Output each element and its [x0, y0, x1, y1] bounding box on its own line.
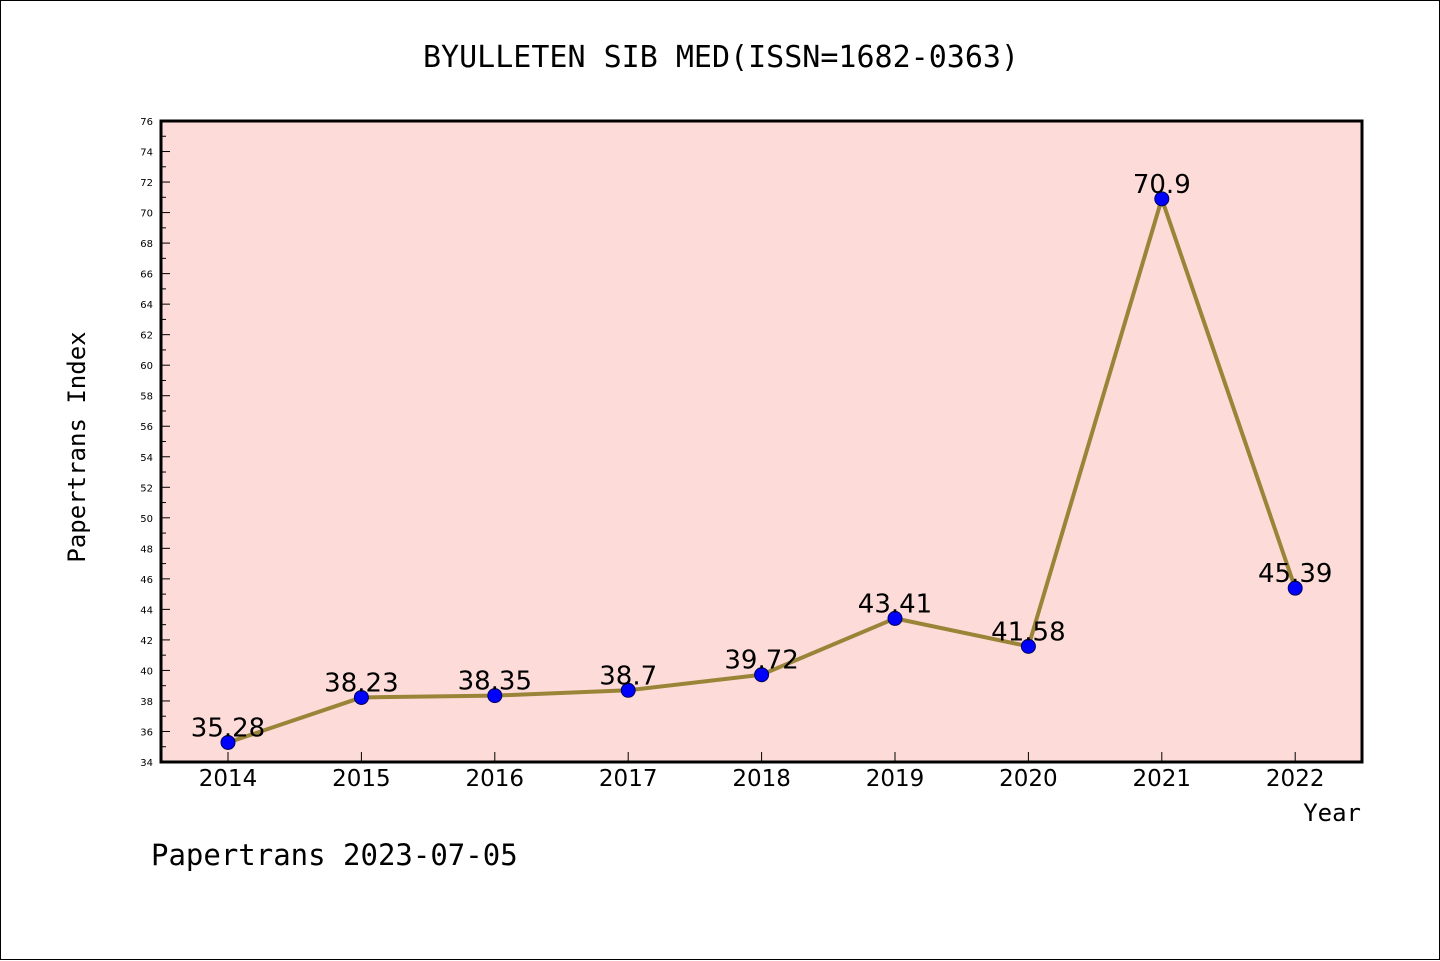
data-point-label: 38.35 — [458, 667, 532, 697]
data-point-marker — [1020, 638, 1036, 654]
data-point-label: 35.28 — [191, 713, 265, 743]
y-tick-label: 38 — [140, 697, 153, 708]
y-tick-label: 66 — [140, 270, 153, 281]
y-tick-label: 68 — [140, 239, 153, 250]
data-point-marker — [754, 667, 770, 683]
y-tick-label: 62 — [140, 331, 153, 342]
data-point-label: 41.58 — [991, 617, 1065, 647]
data-label-group: 35.28 38.23 38.35 38.7 39.72 43.41 41.58 70.9 45… — [191, 170, 1333, 744]
x-tick-label: 2021 — [1133, 766, 1192, 792]
y-tick-label: 76 — [140, 117, 153, 128]
data-point-label: 43.41 — [858, 589, 932, 619]
data-point-marker — [620, 682, 636, 698]
y-tick-label: 58 — [140, 392, 153, 403]
x-tick-label: 2022 — [1266, 766, 1325, 792]
data-point-marker — [220, 734, 236, 750]
x-axis-label: Year — [1303, 799, 1361, 827]
y-tick-label: 60 — [140, 361, 153, 372]
x-tick-label: 2015 — [332, 766, 391, 792]
data-point-label: 38.23 — [324, 668, 398, 698]
y-tick-label: 64 — [140, 300, 153, 311]
x-tick-label: 2014 — [199, 766, 258, 792]
y-tick-label: 34 — [140, 758, 153, 769]
chart-title: BYULLETEN SIB MED(ISSN=1682-0363) — [423, 40, 1019, 75]
x-tick-label: 2020 — [999, 766, 1058, 792]
x-tick-label: 2019 — [866, 766, 925, 792]
y-tick-label: 54 — [140, 453, 153, 464]
y-tick-label: 36 — [140, 727, 153, 738]
y-tick-label: 74 — [140, 148, 153, 159]
y-axis-label: Papertrans Index — [63, 331, 91, 562]
y-tick-label: 50 — [140, 514, 153, 525]
x-tick-label: 2018 — [732, 766, 791, 792]
y-tick-label: 42 — [140, 636, 153, 647]
plot-area — [159, 119, 1364, 764]
data-point-marker — [353, 689, 369, 705]
x-tick-label: 2017 — [599, 766, 658, 792]
y-tick-label: 40 — [140, 666, 153, 677]
y-tick-label: 46 — [140, 575, 153, 586]
data-point-marker — [1287, 580, 1303, 596]
y-tick-label: 72 — [140, 178, 153, 189]
footer-date: Papertrans 2023-07-05 — [151, 838, 518, 872]
x-axis: 2014 2015 2016 2017 2018 2019 2020 2021 2022 — [199, 752, 1325, 792]
data-point-marker — [487, 688, 503, 704]
y-axis: 34 36 38 40 42 44 46 48 50 52 54 56 58 60 62 64 66 68 70 72… — [140, 117, 170, 769]
y-tick-label: 48 — [140, 544, 153, 555]
data-point-marker — [887, 610, 903, 626]
y-tick-label: 56 — [140, 422, 153, 433]
x-tick-label: 2016 — [466, 766, 525, 792]
series-line-group — [220, 191, 1303, 750]
y-tick-label: 52 — [140, 483, 153, 494]
data-point-label: 45.39 — [1258, 559, 1332, 589]
y-tick-label: 70 — [140, 209, 153, 220]
y-tick-label: 44 — [140, 605, 153, 616]
data-point-label: 39.72 — [724, 646, 798, 676]
data-point-label: 38.7 — [599, 661, 657, 691]
data-point-marker — [1154, 191, 1170, 207]
data-point-label: 70.9 — [1133, 170, 1191, 200]
